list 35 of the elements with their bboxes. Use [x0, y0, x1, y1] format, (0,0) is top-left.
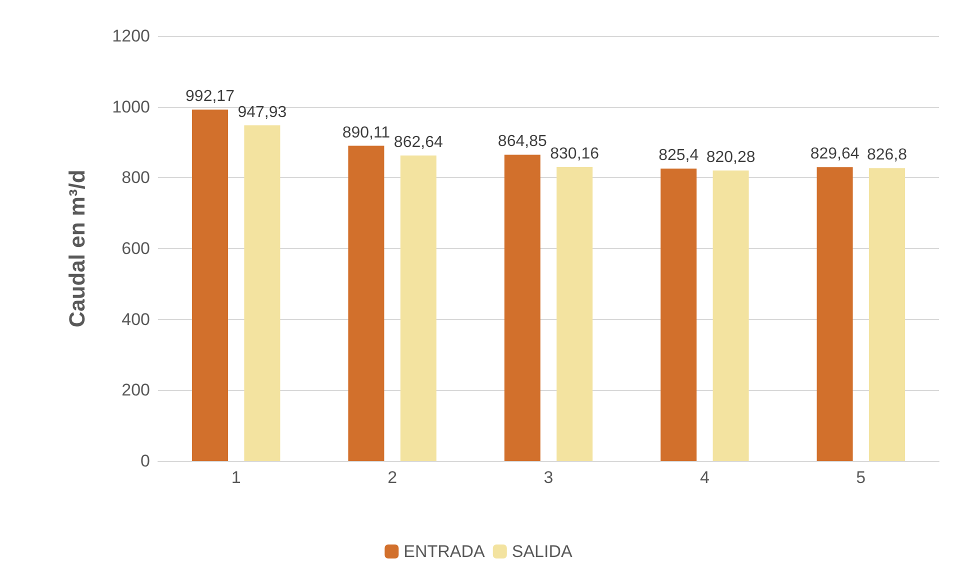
y-tick-label: 0	[140, 452, 150, 470]
bar	[504, 154, 540, 461]
data-label: 864,85	[498, 133, 547, 150]
data-label: 825,4	[658, 147, 699, 164]
data-label: 826,8	[866, 146, 908, 164]
bar	[660, 168, 697, 461]
data-label: 890,11	[342, 124, 390, 142]
x-tick-label: 2	[388, 468, 398, 487]
bar	[244, 125, 280, 461]
bar	[192, 110, 228, 461]
bar	[712, 170, 749, 461]
bar	[816, 167, 853, 461]
y-axis-title: Caudal en m³/d	[64, 170, 90, 328]
legend-label: SALIDA	[512, 542, 574, 561]
bar	[348, 146, 384, 461]
x-tick-label: 4	[700, 468, 710, 487]
data-label: 992,17	[186, 88, 235, 106]
data-label: 829,64	[810, 146, 860, 163]
bar	[869, 168, 905, 461]
y-tick-label: 200	[122, 380, 150, 400]
x-tick-label: 5	[856, 468, 866, 487]
bar	[556, 166, 593, 461]
legend-label: ENTRADA	[404, 542, 486, 561]
y-tick-label: 1200	[112, 26, 150, 46]
data-label: 820,28	[706, 148, 756, 166]
x-tick-label: 3	[544, 468, 554, 487]
y-tick-label: 1000	[112, 97, 150, 116]
bar	[400, 155, 436, 461]
data-label: 830,16	[550, 145, 600, 162]
x-tick-label: 1	[231, 468, 241, 487]
y-tick-label: 800	[122, 168, 150, 188]
data-label: 947,93	[238, 104, 287, 121]
y-tick-label: 600	[122, 239, 150, 258]
y-tick-label: 400	[122, 310, 150, 329]
data-label: 862,64	[394, 134, 443, 151]
